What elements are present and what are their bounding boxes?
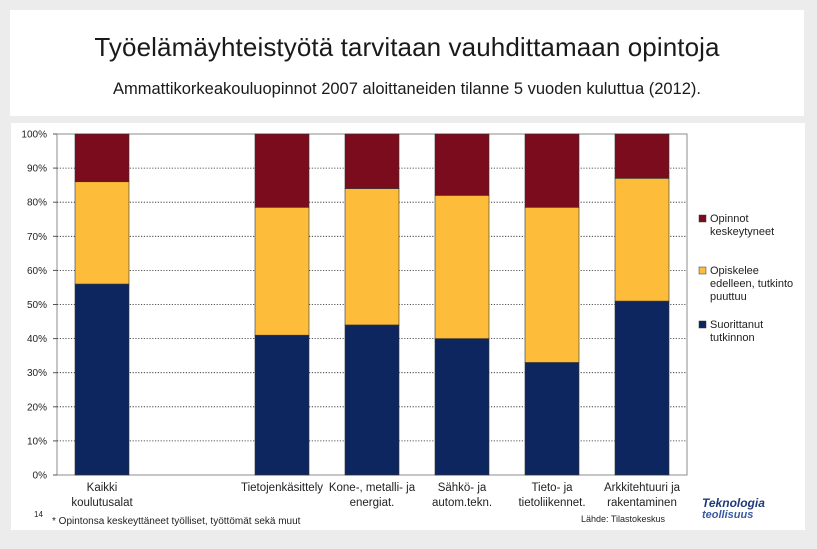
x-tick-label: Kone-, metalli- ja bbox=[329, 482, 416, 494]
x-tick-label: autom.tekn. bbox=[432, 497, 492, 509]
bar-segment bbox=[344, 188, 400, 326]
bar-segment bbox=[614, 178, 670, 302]
legend-label: keskeytyneet bbox=[710, 226, 774, 238]
x-tick-label: Sähkö- ja bbox=[438, 482, 487, 494]
y-tick-label: 30% bbox=[27, 368, 47, 379]
legend-swatch bbox=[698, 320, 707, 329]
bar-segment bbox=[74, 181, 130, 285]
x-tick-label: rakentaminen bbox=[607, 497, 677, 509]
y-tick-label: 100% bbox=[21, 130, 47, 141]
logo-text-line2: teollisuus bbox=[702, 509, 754, 521]
y-tick-label: 70% bbox=[27, 232, 47, 243]
bar-segment bbox=[614, 300, 670, 476]
y-tick-label: 60% bbox=[27, 266, 47, 277]
y-tick-label: 0% bbox=[33, 471, 48, 482]
y-tick-label: 40% bbox=[27, 334, 47, 345]
footnote: * Opintonsa keskeyttäneet työlliset, työ… bbox=[52, 516, 301, 527]
legend-label: Opinnot bbox=[710, 213, 749, 225]
x-tick-label: tietoliikennet. bbox=[518, 497, 585, 509]
bar-segment bbox=[74, 133, 130, 183]
bar-segment bbox=[434, 338, 490, 476]
teknologiateollisuus-logo: Teknologia teollisuus bbox=[702, 497, 765, 521]
legend-swatch bbox=[698, 266, 707, 275]
legend-label: tutkinnon bbox=[710, 332, 755, 344]
bar-segment bbox=[254, 133, 310, 208]
bar-segment bbox=[344, 133, 400, 189]
y-tick-label: 90% bbox=[27, 164, 47, 175]
x-tick-label: Kaikki bbox=[87, 482, 118, 494]
x-tick-label: koulutusalat bbox=[71, 497, 133, 509]
y-tick-label: 20% bbox=[27, 402, 47, 413]
slide-subtitle: Ammattikorkeakouluopinnot 2007 aloittane… bbox=[113, 80, 701, 98]
bar-segment bbox=[524, 362, 580, 476]
x-tick-label: Tietojenkäsittely bbox=[241, 482, 323, 494]
bar-segment bbox=[524, 207, 580, 363]
bar-segment bbox=[614, 133, 670, 179]
page-number: 14 bbox=[34, 510, 43, 519]
x-tick-label: Arkkitehtuuri ja bbox=[604, 482, 681, 494]
bar-segment bbox=[74, 283, 130, 476]
bar-segment bbox=[434, 133, 490, 196]
bar-segment bbox=[524, 133, 580, 208]
y-tick-label: 10% bbox=[27, 436, 47, 447]
legend-swatch bbox=[698, 214, 707, 223]
y-tick-label: 50% bbox=[27, 300, 47, 311]
x-tick-label: energiat. bbox=[350, 497, 395, 509]
bar-segment bbox=[434, 195, 490, 339]
legend-label: Suorittanut bbox=[710, 319, 763, 331]
legend-label: puuttuu bbox=[710, 291, 747, 303]
bar-segment bbox=[254, 334, 310, 476]
bar-segment bbox=[344, 324, 400, 476]
logo-text-line1: Teknologia bbox=[702, 496, 765, 510]
title-box: Työelämäyhteistyötä tarvitaan vauhdittam… bbox=[10, 10, 804, 116]
source-note: Lähde: Tilastokeskus bbox=[581, 514, 666, 524]
x-tick-label: Tieto- ja bbox=[531, 482, 573, 494]
legend-label: edelleen, tutkinto bbox=[710, 278, 793, 290]
bar-segment bbox=[254, 207, 310, 336]
legend-label: Opiskelee bbox=[710, 265, 759, 277]
y-tick-label: 80% bbox=[27, 198, 47, 209]
slide-title: Työelämäyhteistyötä tarvitaan vauhdittam… bbox=[94, 32, 720, 62]
